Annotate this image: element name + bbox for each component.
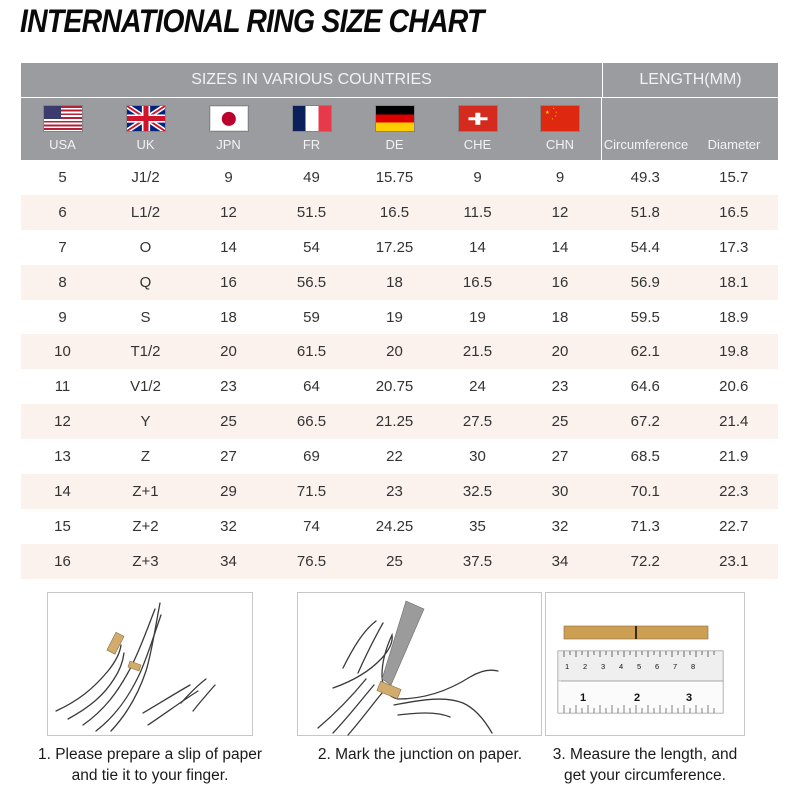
svg-text:1: 1 — [565, 662, 569, 671]
svg-text:3: 3 — [686, 692, 692, 704]
svg-text:1: 1 — [580, 692, 586, 704]
svg-text:5: 5 — [637, 662, 641, 671]
svg-text:4: 4 — [619, 662, 623, 671]
svg-text:6: 6 — [655, 662, 659, 671]
svg-text:2: 2 — [583, 662, 587, 671]
svg-text:7: 7 — [673, 662, 677, 671]
svg-text:8: 8 — [691, 662, 695, 671]
svg-text:2: 2 — [634, 692, 640, 704]
svg-text:3: 3 — [601, 662, 605, 671]
